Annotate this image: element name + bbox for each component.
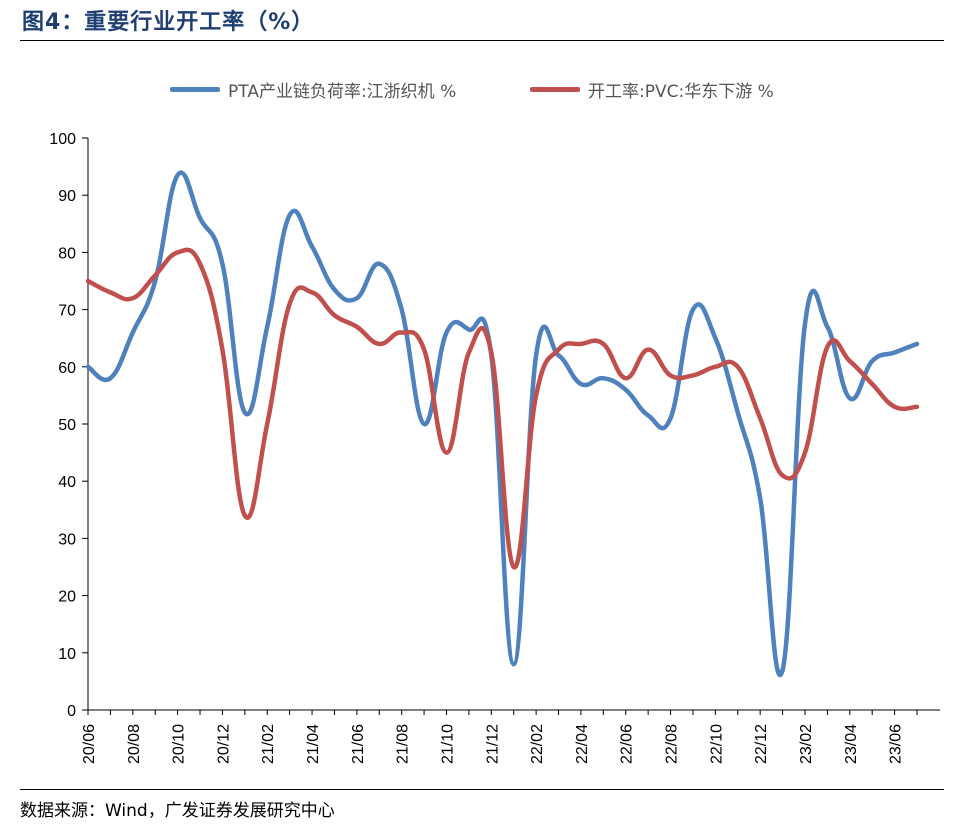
y-tick-label: 40 xyxy=(58,474,76,491)
bottom-rule xyxy=(20,789,944,790)
y-tick-label: 100 xyxy=(49,131,76,148)
x-tick-label: 20/12 xyxy=(215,724,232,764)
x-tick-label: 22/06 xyxy=(619,724,636,764)
x-tick-label: 22/10 xyxy=(708,724,725,764)
y-tick-label: 90 xyxy=(58,188,76,205)
y-tick-label: 30 xyxy=(58,531,76,548)
y-tick-label: 20 xyxy=(58,589,76,606)
y-tick-label: 60 xyxy=(58,360,76,377)
x-tick-label: 22/04 xyxy=(574,724,591,764)
x-tick-label: 23/06 xyxy=(888,724,905,764)
legend-item-pta: PTA产业链负荷率:江浙织机 % xyxy=(170,72,456,106)
x-tick-label: 21/02 xyxy=(260,724,277,764)
series-line-pvc xyxy=(85,247,920,570)
x-tick-label: 21/06 xyxy=(350,724,367,764)
figure-title: 图4：重要行业开工率（%） xyxy=(22,10,315,35)
x-tick-label: 20/10 xyxy=(171,724,188,764)
x-tick-label: 23/04 xyxy=(843,724,860,764)
x-tick-label: 21/12 xyxy=(484,724,501,764)
legend-label-pta: PTA产业链负荷率:江浙织机 % xyxy=(228,81,457,102)
y-tick-label: 50 xyxy=(58,417,76,434)
legend-swatch-pta xyxy=(170,86,220,92)
series-line-pta xyxy=(85,170,920,678)
y-tick-label: 80 xyxy=(58,245,76,262)
legend: PTA产业链负荷率:江浙织机 % 开工率:PVC:华东下游 % xyxy=(0,72,954,106)
y-tick-label: 0 xyxy=(67,703,76,720)
legend-label-pvc: 开工率:PVC:华东下游 % xyxy=(588,81,774,102)
x-tick-label: 22/02 xyxy=(529,724,546,764)
x-tick-label: 22/08 xyxy=(664,724,681,764)
x-tick-label: 21/08 xyxy=(395,724,412,764)
x-tick-label: 21/10 xyxy=(439,724,456,764)
x-tick-label: 22/12 xyxy=(753,724,770,764)
y-tick-label: 10 xyxy=(58,646,76,663)
legend-swatch-pvc xyxy=(530,86,580,92)
x-tick-label: 20/08 xyxy=(126,724,143,764)
source-note: 数据来源：Wind，广发证券发展研究中心 xyxy=(20,801,335,821)
title-rule xyxy=(20,40,944,41)
x-tick-label: 20/06 xyxy=(81,724,98,764)
x-tick-label: 23/02 xyxy=(798,724,815,764)
legend-item-pvc: 开工率:PVC:华东下游 % xyxy=(530,72,774,106)
y-tick-label: 70 xyxy=(58,303,76,320)
x-tick-label: 21/04 xyxy=(305,724,322,764)
